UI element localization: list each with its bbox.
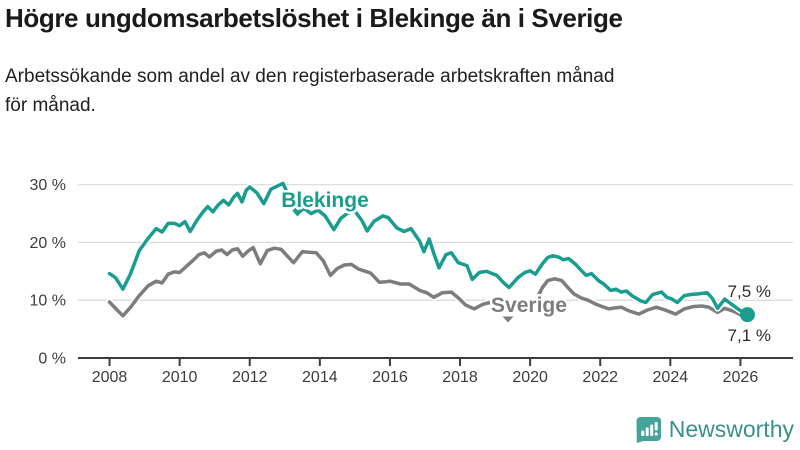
exclamation-dot (654, 432, 658, 436)
x-axis-tick-label: 2022 (582, 369, 618, 386)
y-axis-tick-label: 30 % (30, 177, 66, 194)
sverige-line-casing (106, 244, 751, 321)
x-axis-tick-label: 2016 (372, 369, 408, 386)
bar-medium (645, 427, 649, 436)
x-axis-tick-label: 2012 (232, 369, 268, 386)
series-label-pointer-sverige (502, 316, 514, 323)
blekinge-line (107, 181, 750, 317)
x-axis-tick-label: 2024 (653, 369, 689, 386)
y-axis-tick-label: 10 % (30, 293, 66, 310)
x-axis-tick-label: 2010 (162, 369, 198, 386)
end-value-label-sverige: 7,1 % (728, 326, 771, 345)
y-axis-tick-label: 20 % (30, 235, 66, 252)
newsworthy-logo-text: Newsworthy (668, 416, 794, 442)
bar-tall (649, 424, 653, 436)
series-label-sverige: Sverige (491, 294, 567, 317)
y-axis-tick-label: 0 % (38, 351, 66, 368)
series-label-pointer-blekinge (292, 210, 303, 217)
x-axis-tick-label: 2014 (302, 369, 338, 386)
series-label-blekinge: Blekinge (281, 189, 369, 212)
x-axis-tick-label: 2026 (723, 369, 759, 386)
chart-subtitle: Arbetssökande som andel av den registerb… (5, 66, 615, 117)
sverige-line (107, 245, 750, 319)
x-axis-tick-label: 2020 (512, 369, 548, 386)
newsworthy-logo[interactable]: Newsworthy (635, 416, 794, 443)
end-value-label-blekinge: 7,5 % (728, 282, 771, 301)
chart-title: Högre ungdomsarbetslöshet i Blekinge än … (5, 3, 623, 33)
x-axis-tick-label: 2018 (442, 369, 478, 386)
bar-small (640, 430, 644, 436)
latest-value-dot (739, 307, 755, 323)
newsworthy-speech-bubble-bar-chart-icon (636, 417, 661, 443)
x-axis-tick-label: 2008 (92, 369, 128, 386)
exclamation-bar (654, 422, 658, 431)
